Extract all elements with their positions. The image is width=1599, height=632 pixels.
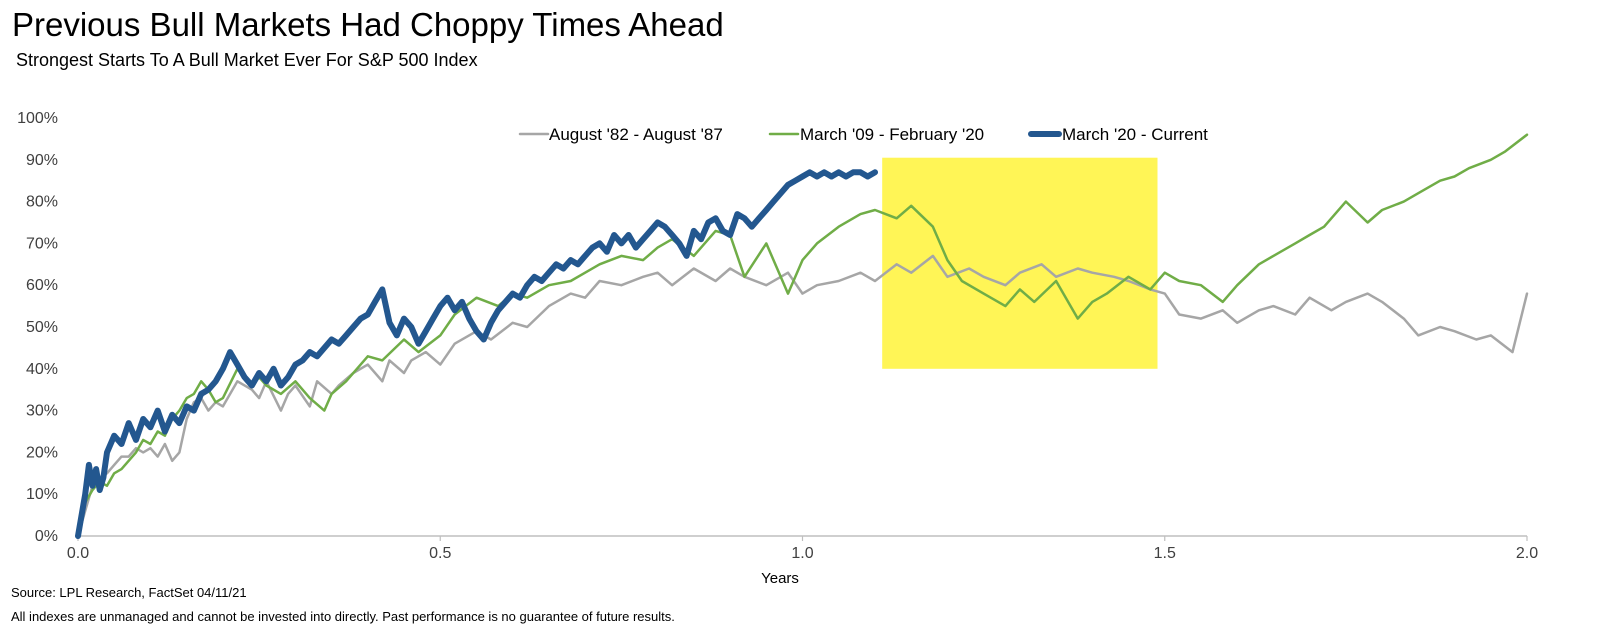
series-line-2: [76, 133, 1529, 538]
y-tick-label: 50%: [26, 319, 58, 336]
x-tick-label: 0.5: [429, 545, 451, 562]
chart-subtitle: Strongest Starts To A Bull Market Ever F…: [16, 50, 478, 70]
series-line-1: [76, 254, 1529, 538]
y-tick-label: 20%: [26, 444, 58, 461]
series-layer: [75, 133, 1529, 539]
y-tick-label: 40%: [26, 361, 58, 378]
x-tick-label: 1.5: [1154, 545, 1176, 562]
legend-label-1: August '82 - August '87: [549, 125, 723, 144]
highlight-box: [882, 157, 1158, 369]
x-axis-title: Years: [761, 570, 799, 587]
legend-label-3: March '20 - Current: [1062, 125, 1208, 144]
highlight-layer: [882, 157, 1158, 369]
x-tick-label: 2.0: [1516, 545, 1538, 562]
source-note: Source: LPL Research, FactSet 04/11/21: [11, 585, 247, 600]
disclaimer-note: All indexes are unmanaged and cannot be …: [11, 609, 675, 624]
chart-legend: August '82 - August '87 March '09 - Febru…: [518, 125, 1208, 144]
y-tick-label: 90%: [26, 152, 58, 169]
y-tick-label: 100%: [17, 110, 58, 127]
y-tick-label: 30%: [26, 403, 58, 420]
legend-label-2: March '09 - February '20: [800, 125, 984, 144]
y-tick-label: 70%: [26, 235, 58, 252]
y-tick-label: 0%: [35, 528, 58, 545]
y-tick-label: 80%: [26, 194, 58, 211]
series-line-3: [75, 169, 878, 539]
x-tick-label: 0.0: [67, 545, 89, 562]
axis-layer: 0% 10% 20% 30% 40% 50% 60% 70% 80% 90% 100% 0.0 0.5 1…: [17, 110, 1538, 562]
chart-title: Previous Bull Markets Had Choppy Times A…: [12, 6, 724, 43]
y-tick-label: 10%: [26, 486, 58, 503]
x-tick-label: 1.0: [791, 545, 813, 562]
y-tick-label: 60%: [26, 277, 58, 294]
